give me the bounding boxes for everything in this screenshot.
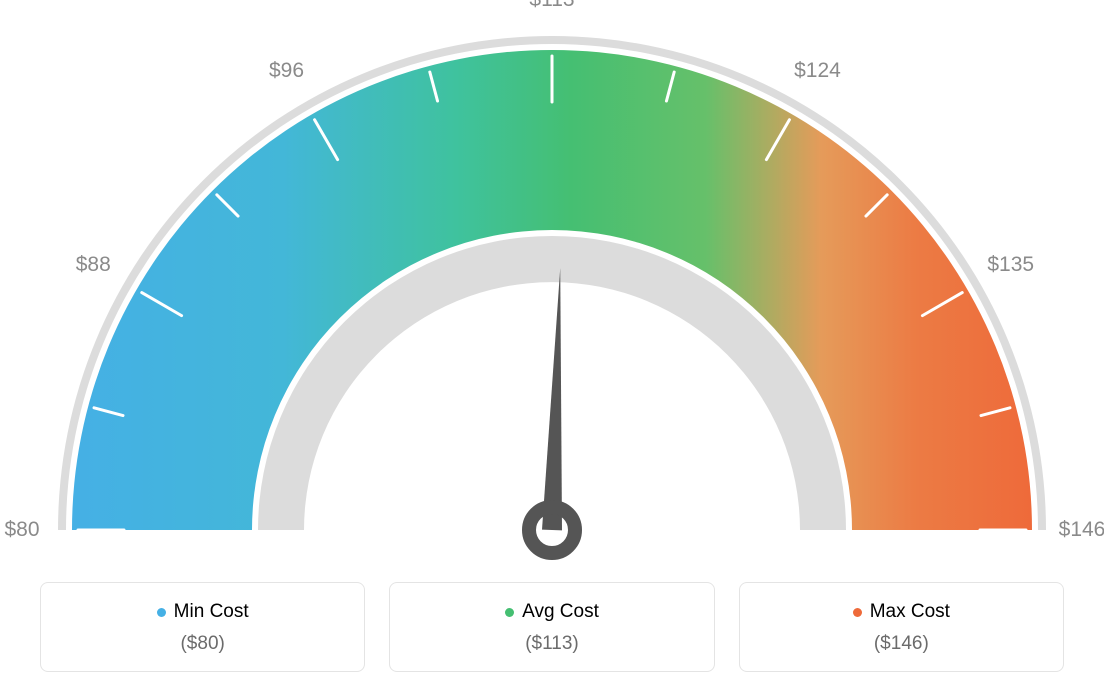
- legend-card-min: Min Cost ($80): [40, 582, 365, 672]
- legend-value-min: ($80): [51, 633, 354, 655]
- legend-card-avg: Avg Cost ($113): [389, 582, 714, 672]
- legend-title-text: Max Cost: [870, 601, 950, 623]
- gauge-tick-label: $135: [987, 253, 1034, 277]
- gauge-chart-container: $80 $88 $96 $113 $124 $135 $146 Min Cost ($80)…: [0, 0, 1104, 690]
- gauge-tick-label: $113: [529, 0, 574, 12]
- legend-value-avg: ($113): [400, 633, 703, 655]
- legend-row: Min Cost ($80) Avg Cost ($113) Max Cost …: [40, 582, 1064, 672]
- dot-icon: [505, 608, 514, 617]
- gauge-tick-label: $146: [1059, 518, 1104, 542]
- gauge-tick-label: $124: [794, 59, 841, 83]
- gauge-tick-label: $80: [4, 518, 39, 542]
- dot-icon: [853, 608, 862, 617]
- legend-value-max: ($146): [750, 633, 1053, 655]
- dot-icon: [157, 608, 166, 617]
- legend-title-text: Avg Cost: [522, 601, 599, 623]
- legend-title-min: Min Cost: [157, 601, 249, 623]
- gauge-tick-label: $96: [269, 59, 304, 83]
- legend-card-max: Max Cost ($146): [739, 582, 1064, 672]
- legend-title-text: Min Cost: [174, 601, 249, 623]
- legend-title-max: Max Cost: [853, 601, 950, 623]
- gauge-tick-label: $88: [76, 253, 111, 277]
- gauge-svg: [0, 0, 1104, 575]
- legend-title-avg: Avg Cost: [505, 601, 599, 623]
- gauge: $80 $88 $96 $113 $124 $135 $146: [0, 0, 1104, 575]
